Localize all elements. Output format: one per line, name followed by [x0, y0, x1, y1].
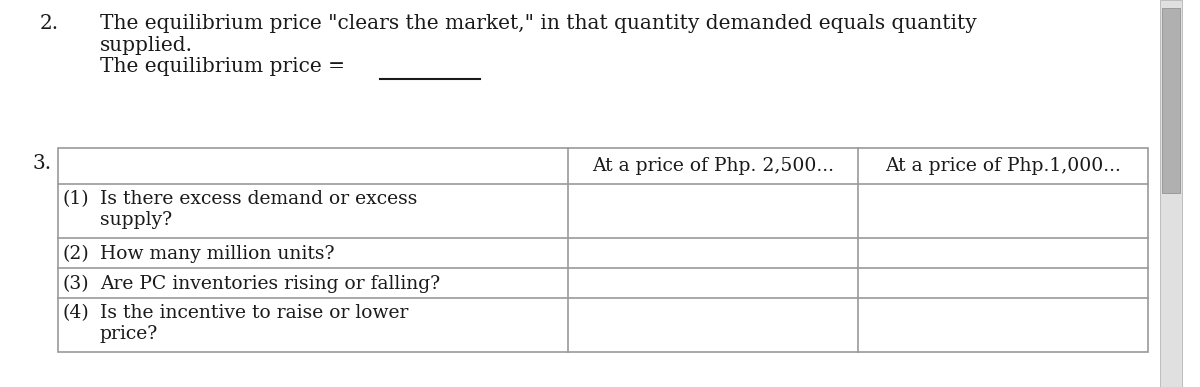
Text: At a price of Php. 2,500...: At a price of Php. 2,500... — [592, 157, 834, 175]
Text: Are PC inventories rising or falling?: Are PC inventories rising or falling? — [100, 275, 440, 293]
Text: (3): (3) — [62, 275, 89, 293]
Bar — [1160, 0, 1182, 387]
Text: price?: price? — [100, 325, 158, 343]
Text: 3.: 3. — [32, 154, 52, 173]
Text: 2.: 2. — [40, 14, 59, 33]
Text: (2): (2) — [62, 245, 89, 263]
Bar — [58, 148, 1148, 352]
Text: How many million units?: How many million units? — [100, 245, 335, 263]
Text: At a price of Php.1,000...: At a price of Php.1,000... — [886, 157, 1121, 175]
Text: Is there excess demand or excess: Is there excess demand or excess — [100, 190, 418, 208]
Text: (4): (4) — [62, 304, 89, 322]
Text: supplied.: supplied. — [100, 36, 193, 55]
Text: supply?: supply? — [100, 211, 172, 229]
Text: The equilibrium price "clears the market," in that quantity demanded equals quan: The equilibrium price "clears the market… — [100, 14, 977, 33]
Bar — [1162, 8, 1180, 193]
Text: The equilibrium price =: The equilibrium price = — [100, 57, 352, 76]
Text: Is the incentive to raise or lower: Is the incentive to raise or lower — [100, 304, 408, 322]
Text: (1): (1) — [62, 190, 89, 208]
